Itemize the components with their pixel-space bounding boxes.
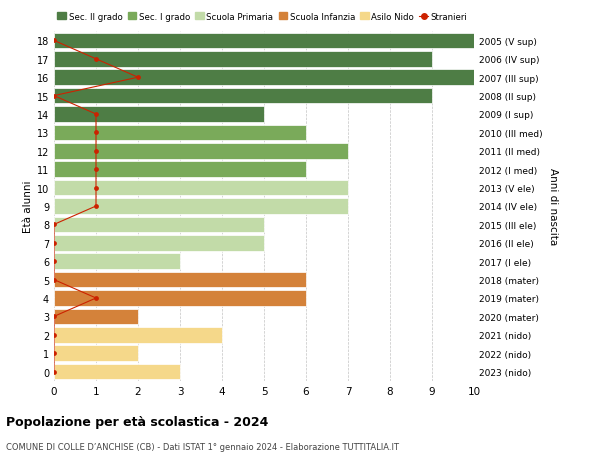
Y-axis label: Anni di nascita: Anni di nascita [548, 168, 558, 245]
Point [91, 185, 101, 192]
Bar [54, 327, 222, 343]
Bar [54, 107, 264, 123]
Bar [54, 199, 348, 214]
Point [49, 93, 59, 100]
Point [49, 350, 59, 357]
Bar [54, 364, 180, 380]
Bar [54, 272, 306, 288]
Bar [54, 162, 306, 178]
Bar [54, 235, 264, 251]
Point [91, 129, 101, 137]
Point [91, 203, 101, 210]
Bar [54, 346, 138, 361]
Point [91, 166, 101, 174]
Point [49, 331, 59, 339]
Bar [54, 291, 306, 306]
Bar [54, 254, 180, 269]
Point [49, 221, 59, 229]
Text: COMUNE DI COLLE D’ANCHISE (CB) - Dati ISTAT 1° gennaio 2024 - Elaborazione TUTTI: COMUNE DI COLLE D’ANCHISE (CB) - Dati IS… [6, 442, 399, 451]
Bar [54, 34, 474, 49]
Point [49, 258, 59, 265]
Text: Popolazione per età scolastica - 2024: Popolazione per età scolastica - 2024 [6, 415, 268, 428]
Point [49, 276, 59, 284]
Point [49, 240, 59, 247]
Point [49, 313, 59, 320]
Point [91, 111, 101, 118]
Bar [54, 70, 474, 86]
Bar [54, 52, 432, 67]
Bar [54, 309, 138, 325]
Point [91, 295, 101, 302]
Point [91, 148, 101, 155]
Bar [54, 217, 264, 233]
Legend: Sec. II grado, Sec. I grado, Scuola Primaria, Scuola Infanzia, Asilo Nido, Stran: Sec. II grado, Sec. I grado, Scuola Prim… [54, 9, 471, 25]
Bar [54, 180, 348, 196]
Bar [54, 89, 432, 104]
Point [49, 38, 59, 45]
Point [91, 56, 101, 63]
Bar [54, 144, 348, 159]
Point [133, 74, 143, 82]
Point [49, 368, 59, 375]
Y-axis label: Età alunni: Età alunni [23, 180, 32, 233]
Bar [54, 125, 306, 141]
